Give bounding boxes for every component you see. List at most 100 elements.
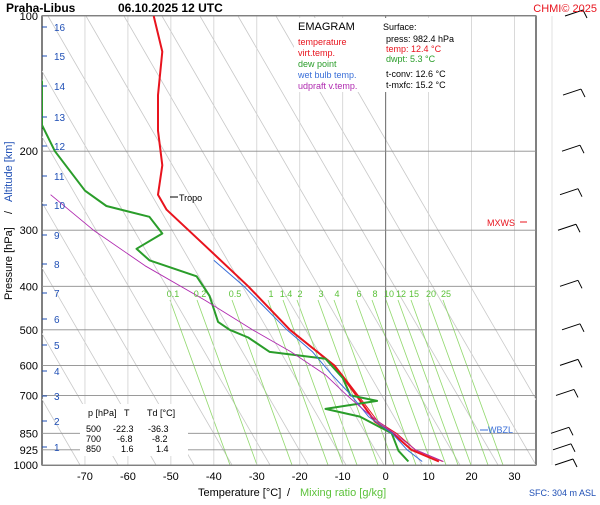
surface-elevation-label: SFC: 304 m ASL (529, 488, 596, 498)
temp-tick-label: -70 (77, 471, 93, 483)
wind-barb (562, 88, 582, 96)
mixing-ratio-line (371, 299, 433, 465)
y-axis-title-sep: / (3, 210, 15, 214)
table-cell: 500 (86, 424, 101, 434)
surface-title: Surface: (383, 22, 417, 32)
mixing-ratio-label: 20 (426, 289, 436, 299)
x-axis-title-sep: / (287, 487, 291, 499)
pressure-tick-label: 600 (20, 360, 38, 372)
temp-tick-label: -60 (120, 471, 136, 483)
altitude-tick-label: 16 (54, 23, 66, 34)
pressure-tick-label: 1000 (14, 460, 38, 472)
dry-adiabat (199, 16, 461, 465)
mixing-ratio-line (333, 299, 395, 465)
mixing-ratio-label: 0.1 (167, 289, 180, 299)
wind-barb-flag (577, 359, 583, 368)
mixing-ratio-label: 25 (441, 289, 451, 299)
mixing-ratio-label: 6 (356, 289, 361, 299)
series-line (50, 194, 444, 462)
mixing-ratio-line (231, 299, 293, 465)
altitude-tick-label: 2 (54, 417, 60, 428)
dry-adiabat (161, 16, 423, 465)
altitude-tick-label: 9 (54, 231, 60, 242)
wind-barb (559, 188, 579, 196)
altitude-tick-label: 13 (54, 113, 66, 124)
dry-adiabat (42, 267, 157, 465)
mixing-ratio-label: 1 (268, 289, 273, 299)
table-cell: -6.8 (117, 434, 133, 444)
wind-barb (552, 443, 572, 451)
pressure-tick-label: 100 (20, 11, 38, 23)
legend: EMAGRAM temperature virt.temp. dew point… (294, 18, 380, 92)
altitude-tick-label: 15 (54, 52, 66, 63)
wind-barbs (550, 9, 588, 468)
wind-barb (561, 144, 581, 152)
mixing-ratio-label: 8 (372, 289, 377, 299)
wind-barb-flag (579, 323, 585, 333)
table-cell: -8.2 (152, 434, 168, 444)
dry-adiabat (85, 16, 347, 465)
pressure-tick-label: 300 (20, 225, 38, 237)
level-table: p [hPa] T Td [°C] 500 -22.3 -36.3 700 -6… (80, 404, 188, 456)
wind-barb-flag (575, 224, 581, 233)
wind-barb (559, 279, 579, 287)
mixing-ratio-line (296, 299, 358, 465)
mixing-ratio-label: 0.5 (229, 289, 242, 299)
y-axis-title-pressure: Pressure [hPa] (3, 227, 15, 300)
surface-temp: temp: 12.4 °C (386, 44, 442, 54)
legend-item: udpraft v.temp. (298, 81, 357, 91)
altitude-tick-label: 4 (54, 367, 60, 378)
altitude-tick-label: 12 (54, 142, 66, 153)
pressure-tick-label: 200 (20, 146, 38, 158)
series-line (213, 259, 423, 462)
wind-barb (561, 323, 581, 331)
mxws-label: MXWS (487, 218, 515, 228)
mixing-ratio-line (196, 299, 258, 465)
table-cell: 1.4 (156, 444, 169, 454)
surface-tmxfc: t-mxfc: 15.2 °C (386, 80, 446, 90)
altitude-tick-label: 5 (54, 341, 60, 352)
pressure-tick-label: 500 (20, 325, 38, 337)
surface-tconv: t-conv: 12.6 °C (386, 69, 446, 79)
wind-barb-flag (577, 280, 583, 289)
mixing-ratio-label: 0.2 (194, 289, 207, 299)
wbzl-label: WBZL (488, 425, 513, 435)
mixing-ratio-line (427, 299, 489, 465)
wind-barb-flag (570, 443, 576, 453)
dry-adiabat (42, 70, 271, 465)
pressure-tick-label: 400 (20, 281, 38, 293)
mixing-ratio-label: 10 (384, 289, 394, 299)
table-header: p [hPa] (88, 408, 117, 418)
surface-press: press: 982.4 hPa (386, 34, 454, 44)
wind-barb-flag (573, 389, 579, 398)
dry-adiabat (237, 16, 499, 465)
wind-barb (559, 358, 579, 366)
wind-barb-flag (582, 9, 588, 19)
table-cell: -36.3 (148, 424, 169, 434)
table-header: Td [°C] (147, 408, 175, 418)
pressure-tick-label: 925 (20, 445, 38, 457)
mixing-ratio-label: 2 (297, 289, 302, 299)
tropopause-label: Tropo (179, 193, 202, 203)
wind-barb (550, 426, 570, 434)
wind-barb-flag (579, 144, 585, 154)
temp-tick-label: -50 (163, 471, 179, 483)
surface-box: Surface: press: 982.4 hPa temp: 12.4 °C … (380, 18, 464, 92)
mixing-ratio-line (397, 299, 459, 465)
x-axis-title-mixing: Mixing ratio [g/kg] (300, 487, 386, 499)
altitude-tick-label: 10 (54, 201, 66, 212)
wind-barb-flag (580, 88, 586, 98)
mixing-ratio-label: 3 (318, 289, 323, 299)
temp-tick-label: -40 (206, 471, 222, 483)
wind-barb-flag (568, 427, 574, 436)
altitude-tick-label: 1 (54, 443, 60, 454)
dry-adiabat (42, 201, 195, 465)
mixing-ratio-label: 4 (334, 289, 339, 299)
wind-barb-flag (577, 188, 583, 197)
y-axis-title: Pressure [hPa] / Altitude [km] (3, 141, 15, 300)
wind-barb (554, 458, 574, 466)
pressure-tick-label: 850 (20, 428, 38, 440)
legend-item: temperature (298, 37, 347, 47)
